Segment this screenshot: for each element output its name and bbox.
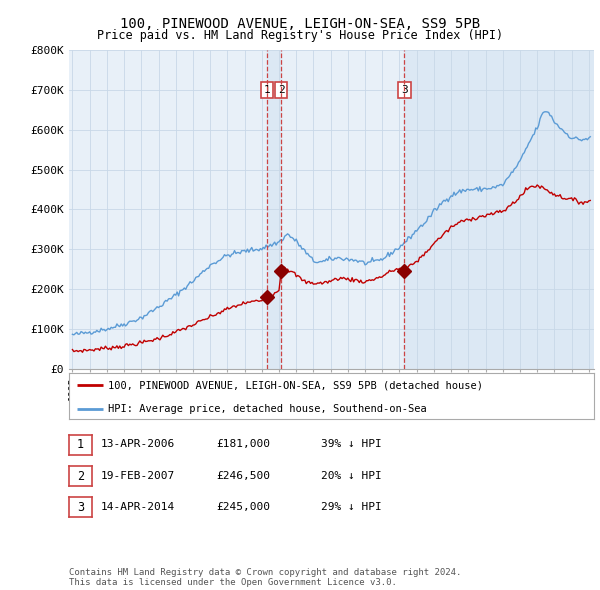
Text: 1: 1 — [77, 438, 84, 451]
Text: 19-FEB-2007: 19-FEB-2007 — [101, 471, 175, 480]
Text: 2: 2 — [77, 470, 84, 483]
Text: £245,000: £245,000 — [216, 502, 270, 512]
Text: 2: 2 — [278, 85, 284, 95]
Text: 3: 3 — [77, 501, 84, 514]
Bar — [267, 50, 281, 369]
Text: 100, PINEWOOD AVENUE, LEIGH-ON-SEA, SS9 5PB: 100, PINEWOOD AVENUE, LEIGH-ON-SEA, SS9 … — [120, 17, 480, 31]
Text: 29% ↓ HPI: 29% ↓ HPI — [321, 502, 382, 512]
Text: HPI: Average price, detached house, Southend-on-Sea: HPI: Average price, detached house, Sout… — [109, 404, 427, 414]
Text: Price paid vs. HM Land Registry's House Price Index (HPI): Price paid vs. HM Land Registry's House … — [97, 29, 503, 42]
Text: 1: 1 — [263, 85, 270, 95]
Text: 100, PINEWOOD AVENUE, LEIGH-ON-SEA, SS9 5PB (detached house): 100, PINEWOOD AVENUE, LEIGH-ON-SEA, SS9 … — [109, 381, 484, 391]
Text: 20% ↓ HPI: 20% ↓ HPI — [321, 471, 382, 480]
Bar — [404, 50, 594, 369]
Text: Contains HM Land Registry data © Crown copyright and database right 2024.
This d: Contains HM Land Registry data © Crown c… — [69, 568, 461, 587]
Text: £181,000: £181,000 — [216, 440, 270, 449]
Text: 3: 3 — [401, 85, 408, 95]
Text: 14-APR-2014: 14-APR-2014 — [101, 502, 175, 512]
Text: £246,500: £246,500 — [216, 471, 270, 480]
Text: 13-APR-2006: 13-APR-2006 — [101, 440, 175, 449]
Text: 39% ↓ HPI: 39% ↓ HPI — [321, 440, 382, 449]
